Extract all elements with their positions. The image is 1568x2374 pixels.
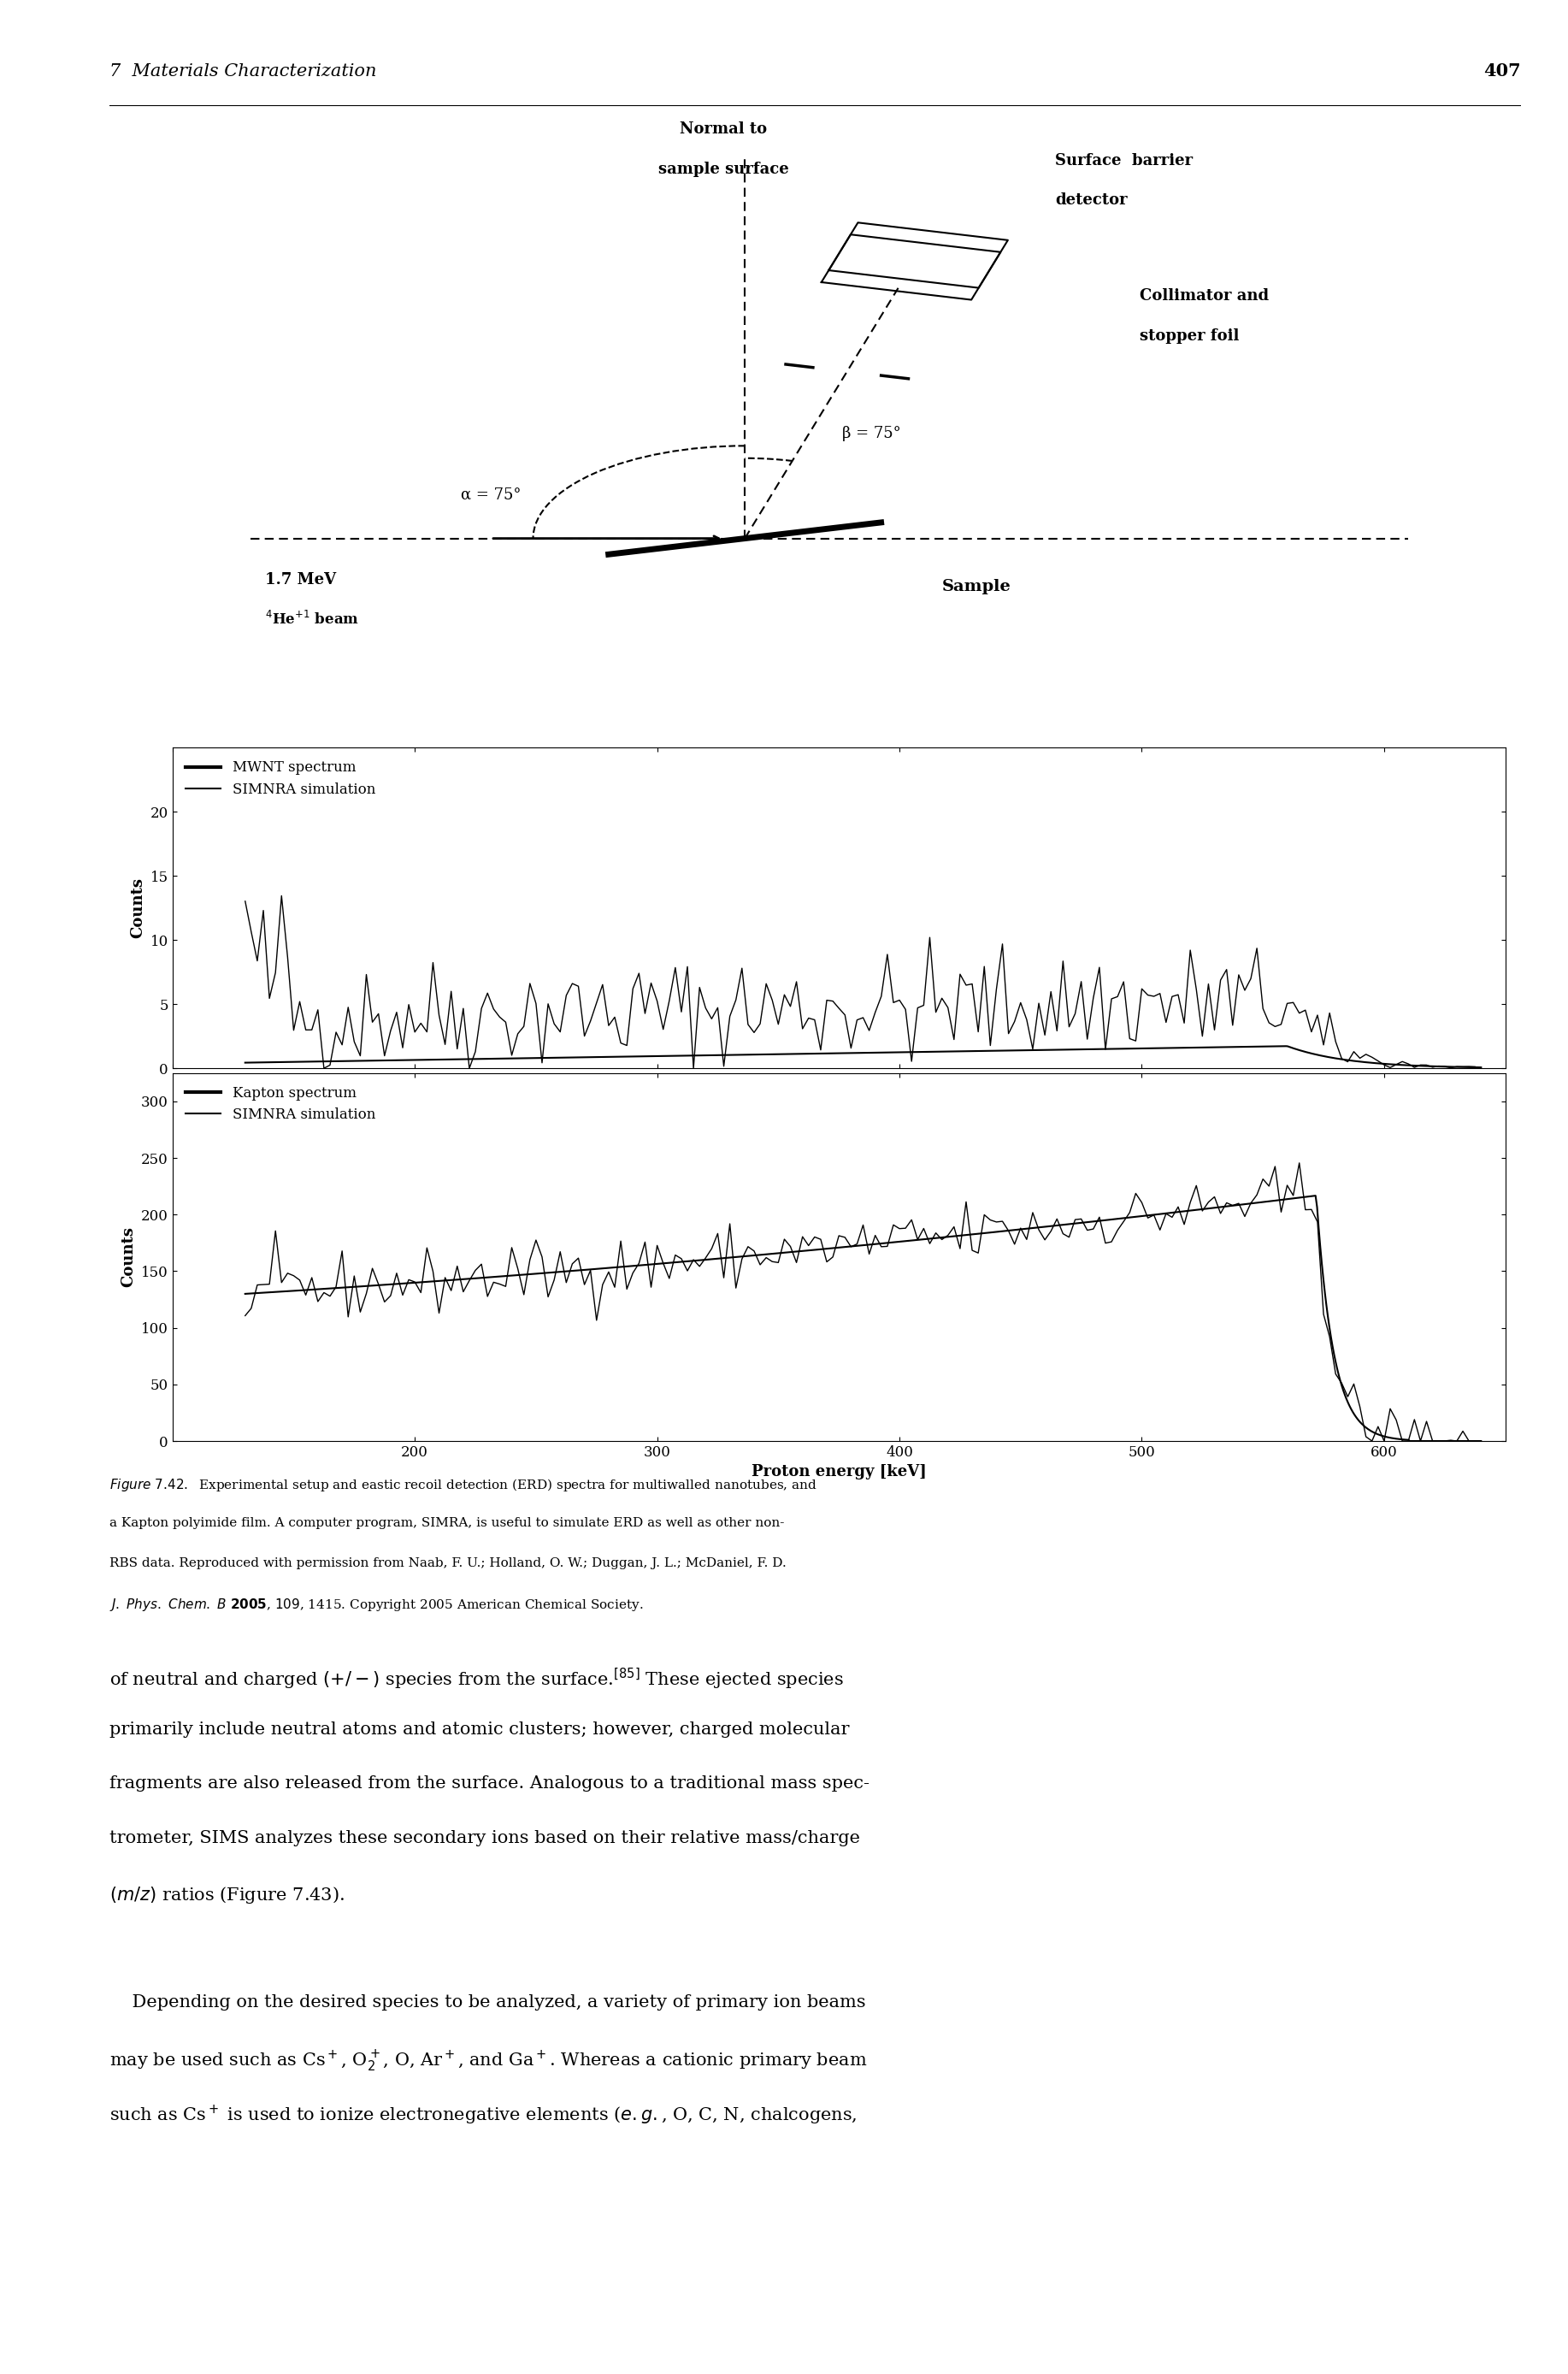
Text: $\it{Figure\ 7.42.}$  Experimental setup and eastic recoil detection (ERD) spect: $\it{Figure\ 7.42.}$ Experimental setup …: [110, 1477, 817, 1493]
Text: $^4$He$^{+1}$ beam: $^4$He$^{+1}$ beam: [265, 610, 359, 629]
Text: 407: 407: [1483, 62, 1521, 81]
Text: Depending on the desired species to be analyzed, a variety of primary ion beams: Depending on the desired species to be a…: [110, 1994, 866, 2011]
Text: fragments are also released from the surface. Analogous to a traditional mass sp: fragments are also released from the sur…: [110, 1776, 870, 1792]
Text: $(m/z)$ ratios (Figure 7.43).: $(m/z)$ ratios (Figure 7.43).: [110, 1885, 345, 1906]
Text: α = 75°: α = 75°: [461, 487, 521, 503]
Text: sample surface: sample surface: [659, 161, 789, 178]
Text: Surface  barrier: Surface barrier: [1055, 152, 1193, 169]
Text: such as Cs$^+$ is used to ionize electronegative elements ($e.g.$, O, C, N, chal: such as Cs$^+$ is used to ionize electro…: [110, 2103, 858, 2127]
Text: 1.7 MeV: 1.7 MeV: [265, 572, 336, 589]
Text: a Kapton polyimide film. A computer program, SIMRA, is useful to simulate ERD as: a Kapton polyimide film. A computer prog…: [110, 1517, 784, 1529]
X-axis label: Proton energy [keV]: Proton energy [keV]: [751, 1465, 927, 1479]
Text: Sample: Sample: [942, 579, 1011, 594]
Text: $\it{J.\ Phys.\ Chem.\ B}$ $\mathbf{2005}$, $\it{109}$, 1415. Copyright 2005 Ame: $\it{J.\ Phys.\ Chem.\ B}$ $\mathbf{2005…: [110, 1598, 643, 1614]
Text: β = 75°: β = 75°: [842, 425, 902, 442]
Text: Collimator and: Collimator and: [1140, 290, 1269, 304]
Text: detector: detector: [1055, 192, 1127, 209]
Text: RBS data. Reproduced with permission from Naab, F. U.; Holland, O. W.; Duggan, J: RBS data. Reproduced with permission fro…: [110, 1557, 787, 1569]
Text: Normal to: Normal to: [681, 121, 767, 138]
Text: of neutral and charged $(+/-)$ species from the surface.$^{[85]}$ These ejected : of neutral and charged $(+/-)$ species f…: [110, 1667, 844, 1693]
Text: stopper foil: stopper foil: [1140, 328, 1239, 344]
Legend: Kapton spectrum, SIMNRA simulation: Kapton spectrum, SIMNRA simulation: [180, 1080, 381, 1128]
Y-axis label: Counts: Counts: [130, 878, 146, 938]
Text: primarily include neutral atoms and atomic clusters; however, charged molecular: primarily include neutral atoms and atom…: [110, 1721, 850, 1738]
Text: trometer, SIMS analyzes these secondary ions based on their relative mass/charge: trometer, SIMS analyzes these secondary …: [110, 1830, 861, 1847]
Text: 7  Materials Characterization: 7 Materials Characterization: [110, 64, 376, 78]
Legend: MWNT spectrum, SIMNRA simulation: MWNT spectrum, SIMNRA simulation: [180, 755, 381, 802]
Y-axis label: Counts: Counts: [121, 1227, 136, 1287]
Text: may be used such as Cs$^+$, O$_2^+$, O, Ar$^+$, and Ga$^+$. Whereas a cationic p: may be used such as Cs$^+$, O$_2^+$, O, …: [110, 2049, 867, 2075]
